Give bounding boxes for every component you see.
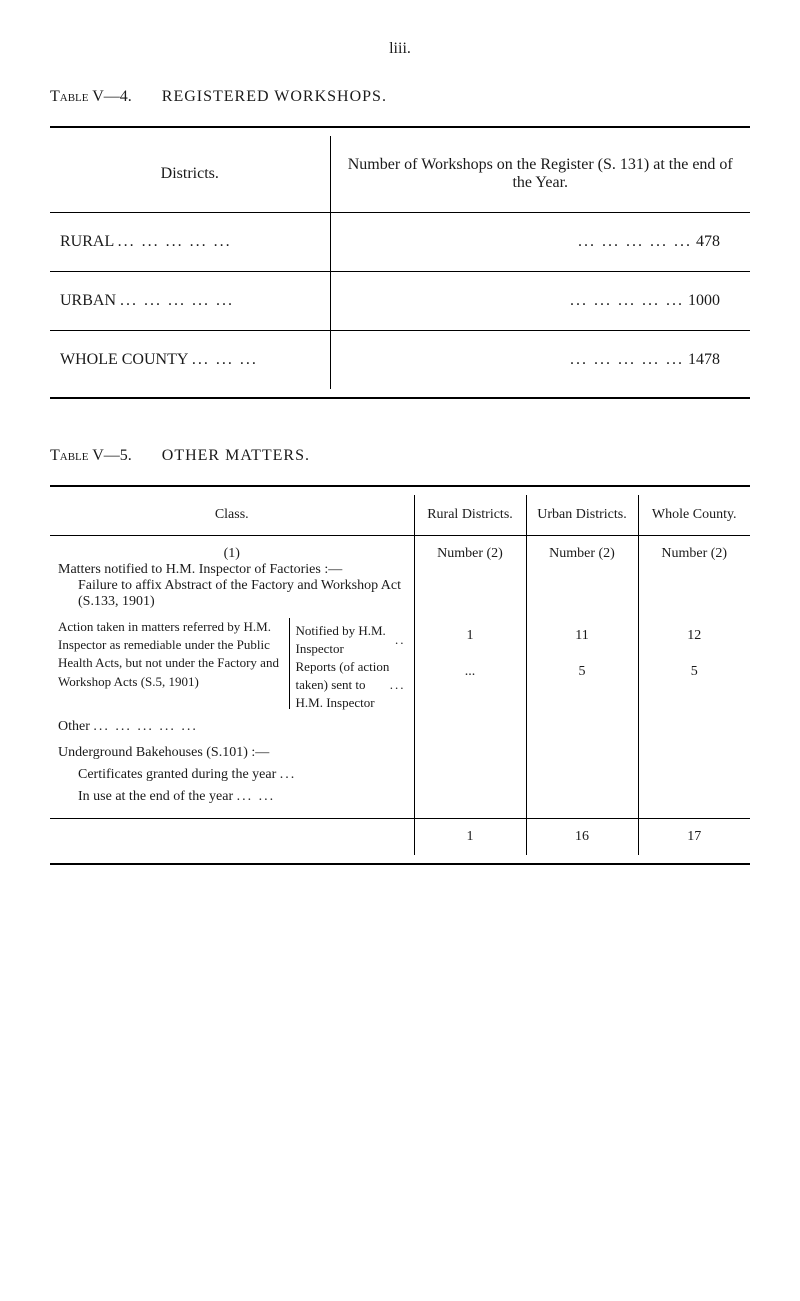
in-use-line: In use at the end of the year ... ... (58, 789, 406, 805)
reports-of-text: Reports (of action taken) sent to H.M. I… (296, 662, 406, 709)
table-v4-label: Table V—4. (50, 88, 132, 106)
action-taken-text: Action taken in matters referred by H.M.… (58, 618, 289, 709)
other-line: Other ... ... ... ... ... (58, 719, 406, 735)
matters-number-label: (1) (58, 546, 406, 562)
table-row: WHOLE COUNTY ... ... ... ... ... ... ...… (50, 331, 750, 390)
leader-dots: ... ... ... ... ... (118, 233, 232, 250)
leader-dots: ... ... ... ... ... (120, 292, 234, 309)
subheader-number: Number (2) (638, 536, 750, 569)
cell-value: 11 5 (526, 568, 638, 686)
leader-dots: ... ... ... ... ... (570, 351, 684, 368)
subheader-number: Number (2) (526, 536, 638, 569)
district-name: WHOLE COUNTY (60, 351, 188, 368)
total-rural: 1 (414, 819, 526, 856)
district-value: 478 (696, 233, 720, 250)
cell-empty (526, 686, 638, 819)
col-class-header: Class. (50, 495, 414, 536)
table-v4: Districts. Number of Workshops on the Re… (50, 136, 750, 389)
cell-value: 12 5 (638, 568, 750, 686)
table-row: URBAN ... ... ... ... ... ... ... ... ..… (50, 272, 750, 331)
leader-dots: ... ... ... (192, 351, 258, 368)
district-value: 1478 (688, 351, 720, 368)
total-urban: 16 (526, 819, 638, 856)
rule (50, 397, 750, 399)
col-rural-header: Rural Districts. (414, 495, 526, 536)
col-register-header: Number of Workshops on the Register (S. … (330, 136, 750, 213)
cell-empty (414, 686, 526, 819)
leader-dots: ... ... ... ... ... (570, 292, 684, 309)
matters-notified-text: Matters notified to H.M. Inspector of Fa… (58, 562, 406, 578)
leader-dots: ... ... ... ... ... (578, 233, 692, 250)
certificates-line: Certificates granted during the year ... (58, 767, 406, 783)
col-whole-header: Whole County. (638, 495, 750, 536)
rule (50, 126, 750, 128)
failure-line: Failure to affix Abstract of the Factory… (58, 578, 406, 610)
table-v5: Class. Rural Districts. Urban Districts.… (50, 495, 750, 855)
total-label (50, 819, 414, 856)
district-name: RURAL (60, 233, 114, 250)
rule (50, 863, 750, 865)
table-v5-label: Table V—5. (50, 447, 132, 465)
table-row: RURAL ... ... ... ... ... ... ... ... ..… (50, 213, 750, 272)
rule (50, 485, 750, 487)
district-value: 1000 (688, 292, 720, 309)
cell-value: 1 ... (414, 568, 526, 686)
table-v4-title: REGISTERED WORKSHOPS. (162, 88, 387, 106)
page-number: liii. (50, 40, 750, 58)
notified-by-text: Notified by H.M. Inspector .. (296, 618, 406, 662)
cell-empty (638, 686, 750, 819)
underground-line: Underground Bakehouses (S.101) :— (58, 745, 406, 761)
col-districts-header: Districts. (50, 136, 330, 213)
subheader-number: Number (2) (414, 536, 526, 569)
total-whole: 17 (638, 819, 750, 856)
col-urban-header: Urban Districts. (526, 495, 638, 536)
district-name: URBAN (60, 292, 116, 309)
table-v5-title: OTHER MATTERS. (162, 447, 310, 465)
